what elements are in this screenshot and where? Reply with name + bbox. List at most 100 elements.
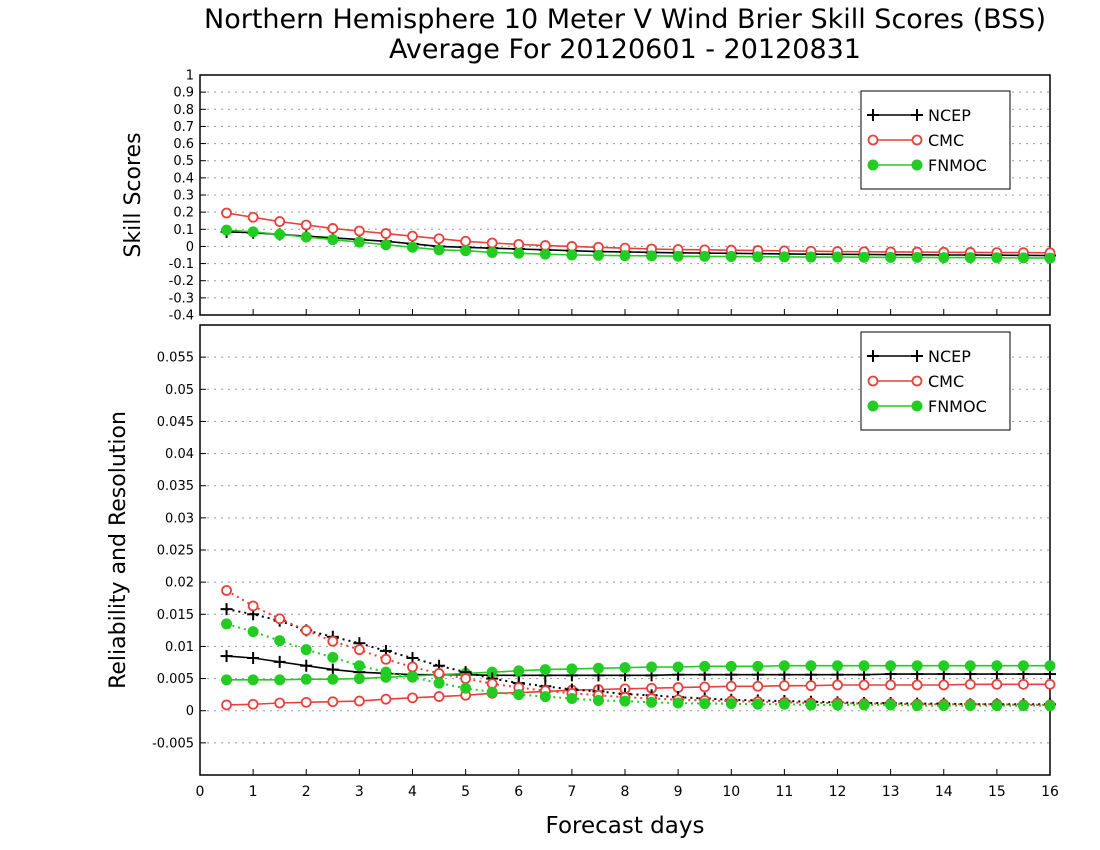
y-tick-label: -0.1	[169, 257, 194, 272]
legend: NCEP CMC FNMOC	[860, 90, 1011, 190]
y-tick-label: 0.04	[165, 447, 194, 462]
data-point	[991, 678, 1003, 690]
data-point	[433, 244, 445, 256]
legend-marker	[911, 400, 923, 412]
data-point	[407, 230, 418, 242]
y-tick-label: 0.4	[173, 171, 194, 186]
data-point	[566, 249, 578, 261]
data-point	[991, 252, 1003, 264]
data-point	[991, 700, 1003, 712]
x-tick-label: 12	[829, 784, 847, 800]
data-point	[1017, 660, 1029, 672]
legend-marker	[867, 159, 879, 171]
data-point	[592, 249, 604, 261]
data-point	[566, 663, 578, 675]
data-point	[407, 671, 418, 683]
series-line	[226, 229, 1051, 259]
series-cmc	[221, 207, 1056, 259]
data-point	[513, 238, 525, 250]
data-point	[327, 651, 339, 663]
data-point	[752, 660, 764, 672]
y-axis-label: Reliability and Resolution	[106, 411, 131, 689]
data-point	[646, 250, 658, 262]
x-axis-label: Forecast days	[546, 813, 705, 839]
y-tick-label: 0.1	[173, 223, 194, 238]
legend: NCEP CMC FNMOC	[860, 331, 1011, 431]
data-point	[964, 660, 976, 672]
x-tick-label: 0	[196, 784, 205, 800]
data-point	[592, 694, 604, 706]
legend-label: NCEP	[928, 347, 971, 366]
series-fnmoc	[221, 224, 1056, 264]
data-point	[646, 661, 658, 673]
data-point	[539, 248, 551, 260]
data-point	[353, 225, 365, 237]
y-tick-label: -0.005	[152, 736, 194, 751]
data-point	[672, 697, 684, 709]
data-point	[300, 673, 312, 685]
data-point	[353, 695, 365, 707]
data-point	[433, 677, 445, 689]
data-point	[300, 696, 312, 708]
data-point	[938, 700, 950, 712]
y-tick-label: 0.02	[165, 576, 194, 591]
data-point	[274, 674, 286, 686]
data-point	[274, 216, 286, 227]
data-point	[247, 626, 259, 638]
x-tick-label: 7	[567, 784, 576, 800]
data-point	[1018, 678, 1029, 690]
data-point	[1017, 700, 1029, 712]
data-point	[805, 699, 817, 711]
data-point	[964, 700, 976, 712]
y-tick-label: 0	[186, 240, 194, 255]
data-point	[247, 698, 259, 710]
data-point	[778, 251, 790, 263]
data-point	[460, 682, 472, 694]
data-point	[300, 231, 312, 243]
data-point	[832, 660, 843, 672]
data-point	[221, 224, 233, 236]
data-point	[672, 682, 684, 693]
data-point	[858, 251, 870, 263]
data-point	[460, 245, 472, 257]
data-point	[353, 660, 365, 672]
data-point	[300, 219, 312, 231]
x-tick-label: 10	[722, 784, 740, 800]
chart-title: Northern Hemisphere 10 Meter V Wind Brie…	[204, 4, 1046, 35]
y-tick-label: 0.055	[157, 351, 194, 366]
data-point	[725, 660, 737, 672]
data-point	[460, 673, 472, 684]
legend-marker	[867, 400, 879, 412]
series-line	[226, 608, 1050, 706]
data-point	[725, 680, 737, 692]
legend-marker	[911, 375, 923, 387]
data-point	[433, 233, 445, 245]
data-point	[672, 661, 684, 673]
data-point	[885, 679, 897, 691]
data-point	[699, 250, 711, 262]
data-point	[1017, 252, 1029, 264]
data-point	[832, 251, 843, 263]
data-point	[619, 662, 631, 674]
data-point	[247, 600, 259, 612]
x-tick-label: 16	[1041, 784, 1059, 800]
data-point	[911, 251, 923, 263]
data-point	[911, 700, 923, 712]
data-point	[247, 211, 259, 223]
data-point	[539, 664, 551, 676]
x-tick-label: 1	[249, 784, 258, 800]
data-point	[778, 660, 790, 672]
data-point	[274, 635, 286, 647]
data-point	[991, 660, 1003, 672]
y-tick-label: 0.3	[173, 189, 194, 204]
data-point	[300, 644, 312, 656]
panel-1: -0.4 -0.3 -0.2 -0.1 0 0.1 0.2 0.3 0.4 0.5 0.6 0.7 0.…	[121, 69, 1056, 324]
data-point	[327, 673, 339, 685]
data-point	[486, 686, 498, 698]
data-point	[778, 680, 790, 692]
data-point	[380, 239, 392, 251]
data-point	[752, 698, 764, 710]
data-point	[221, 674, 233, 686]
data-point	[964, 678, 976, 690]
